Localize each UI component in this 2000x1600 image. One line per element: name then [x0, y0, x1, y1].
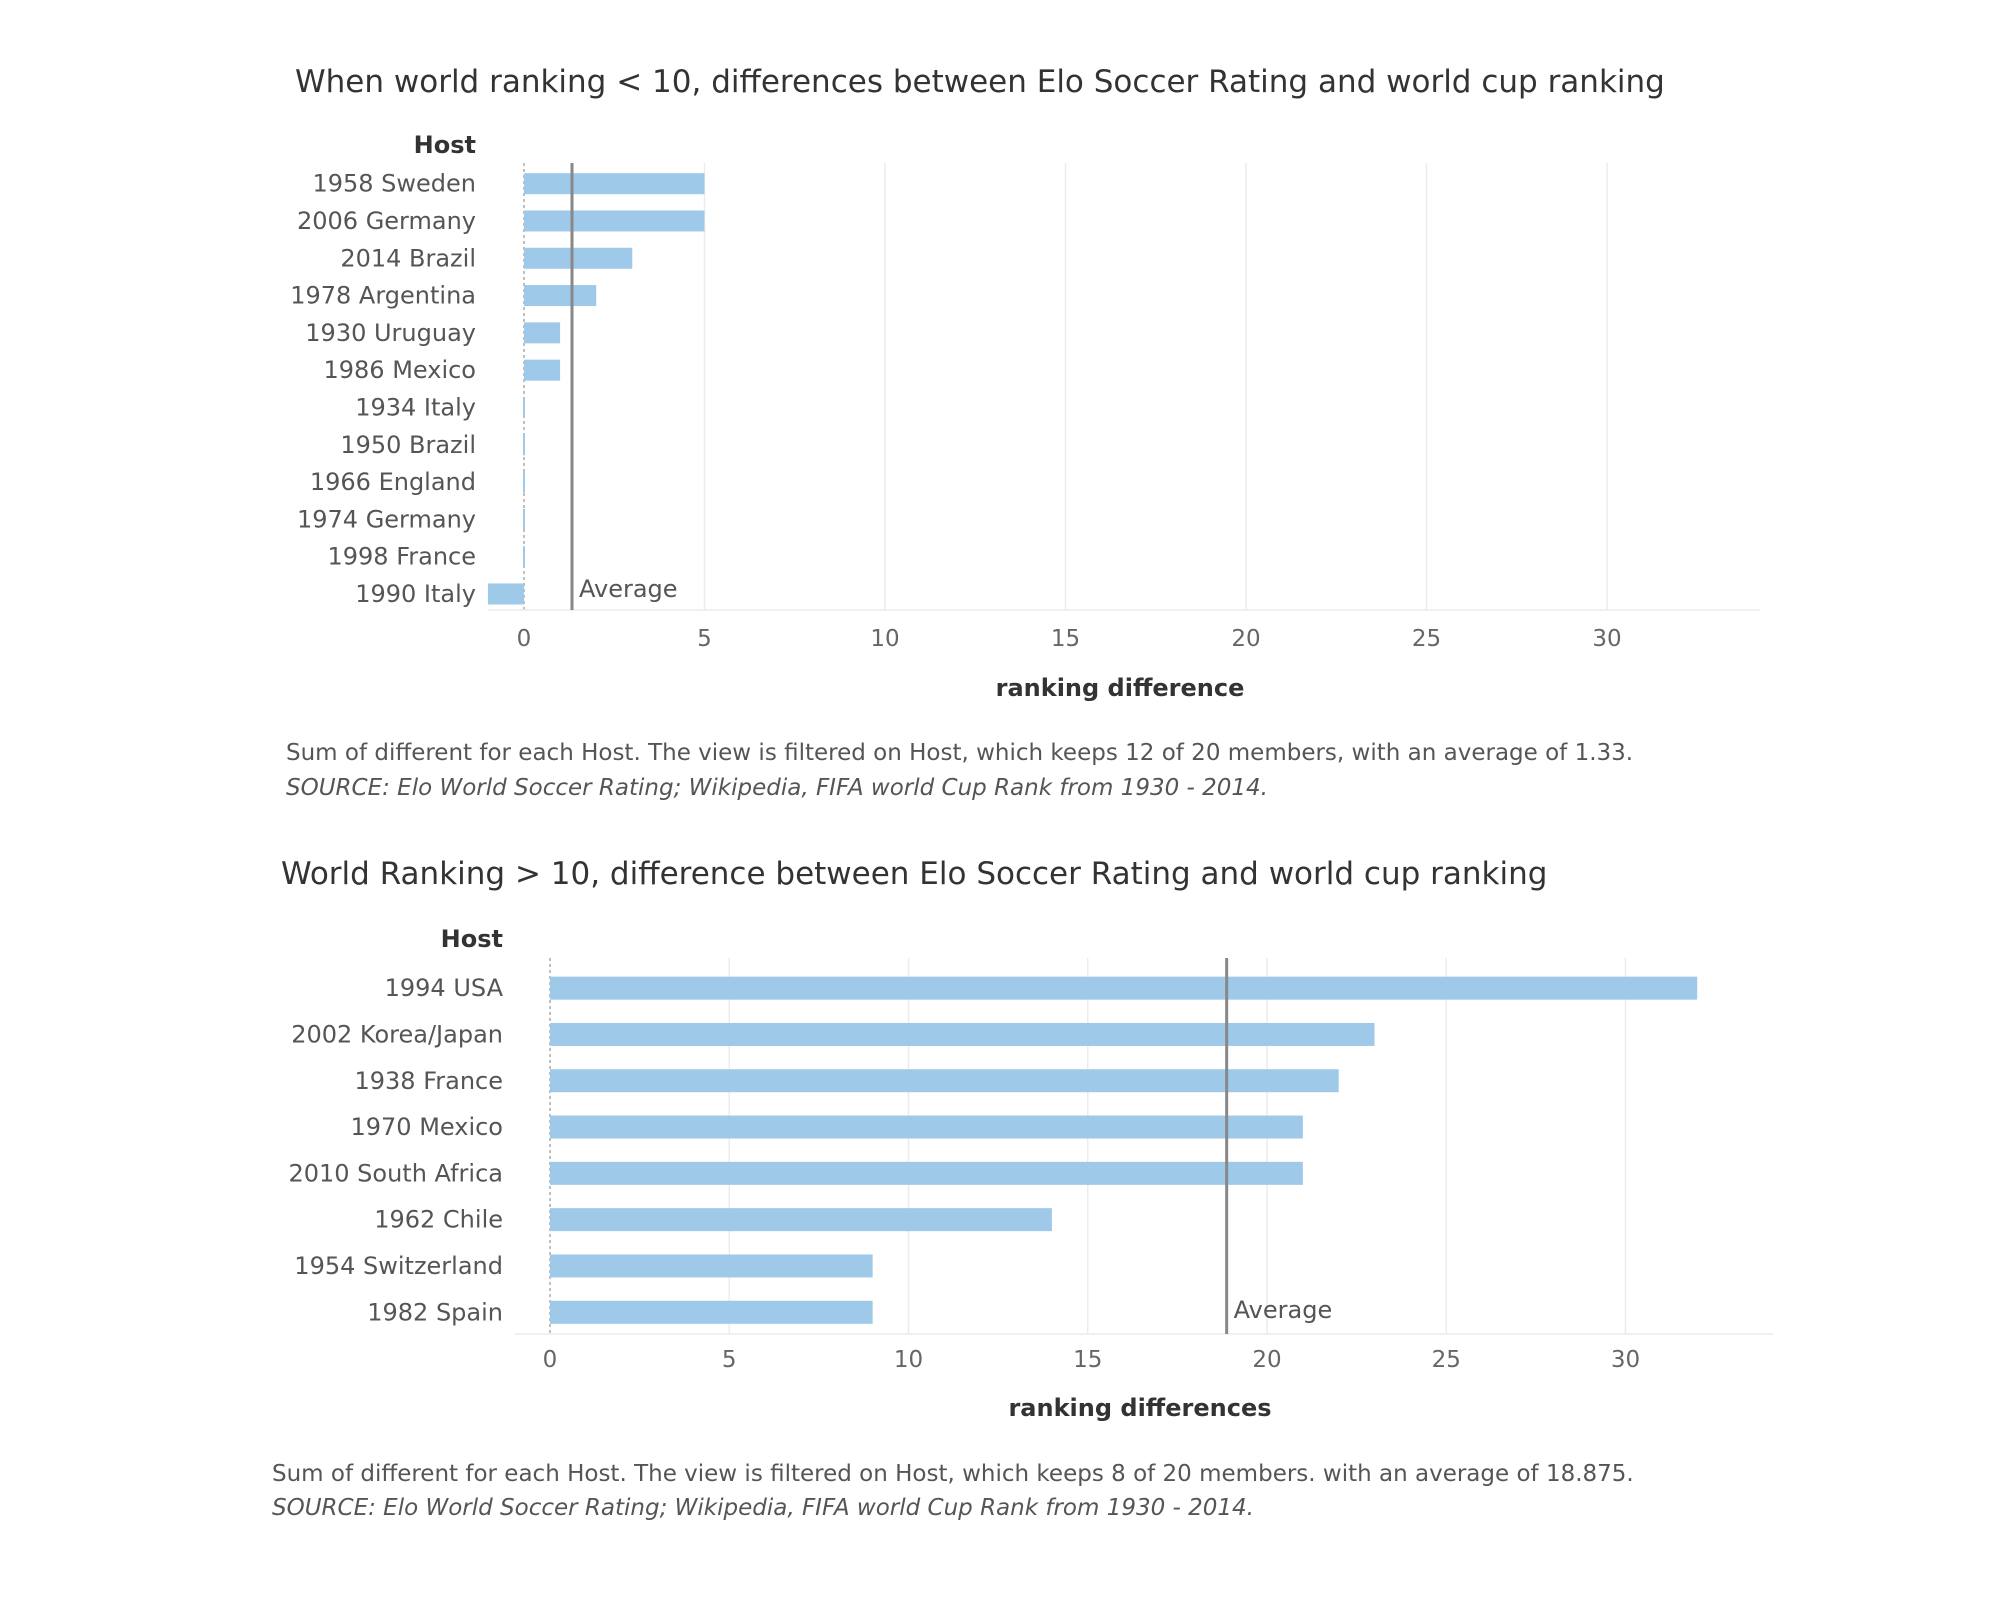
chart-bottom-title: World Ranking > 10, difference between E…	[281, 856, 1547, 892]
bar	[524, 322, 561, 344]
x-tick-label: 5	[697, 626, 712, 652]
bar	[524, 285, 597, 307]
chart-top-x-ticks: 0 5 10 15 20 25 30	[517, 626, 1622, 652]
row-label: 1970 Mexico	[350, 1113, 503, 1141]
x-tick-label: 10	[894, 1347, 923, 1373]
chart-top-title: When world ranking < 10, differences bet…	[295, 64, 1665, 100]
row-label: 1978 Argentina	[290, 282, 476, 310]
row-label: 1950 Brazil	[340, 431, 476, 459]
x-tick-label: 15	[1051, 626, 1080, 652]
chart-bottom-row-labels: 1994 USA 2002 Korea/Japan 1938 France 1970 …	[288, 974, 503, 1326]
row-label: 2002 Korea/Japan	[291, 1020, 503, 1048]
average-label: Average	[579, 575, 678, 603]
chart-top-gridlines	[488, 163, 1760, 611]
bar	[523, 471, 525, 493]
row-label: 1954 Switzerland	[294, 1252, 503, 1280]
x-tick-label: 0	[517, 626, 532, 652]
row-label: 1966 England	[310, 468, 476, 496]
x-tick-label: 5	[722, 1347, 737, 1373]
bar	[524, 247, 633, 269]
chart-top-source: SOURCE: Elo World Soccer Rating; Wikiped…	[286, 775, 1268, 801]
chart-top-row-header: Host	[414, 131, 476, 159]
row-label: 1994 USA	[385, 974, 504, 1002]
x-tick-label: 20	[1252, 1347, 1281, 1373]
bar	[523, 434, 525, 456]
row-label: 2014 Brazil	[340, 244, 476, 272]
row-label: 1990 Italy	[355, 580, 476, 608]
chart-top-reference-line: Average	[570, 163, 678, 610]
bar	[524, 359, 561, 381]
row-label: 2006 Germany	[297, 207, 476, 235]
bar	[550, 1208, 1052, 1232]
row-label: 1934 Italy	[355, 393, 476, 421]
x-tick-label: 20	[1231, 626, 1260, 652]
chart-bottom-bars	[550, 976, 1698, 1324]
row-label: 1974 Germany	[297, 505, 476, 533]
chart-top: When world ranking < 10, differences bet…	[286, 64, 1760, 801]
chart-bottom-caption: Sum of different for each Host. The view…	[272, 1461, 1634, 1487]
chart-top-x-axis-title: ranking difference	[996, 674, 1245, 702]
bar	[524, 210, 705, 232]
row-label: 1986 Mexico	[323, 356, 476, 384]
chart-bottom-x-axis-title: ranking differences	[1008, 1394, 1271, 1422]
x-tick-label: 25	[1432, 1347, 1461, 1373]
bar	[550, 1161, 1303, 1185]
chart-top-bars	[487, 173, 705, 605]
row-label: 1998 France	[327, 543, 476, 571]
chart-bottom-row-header: Host	[441, 925, 503, 953]
chart-bottom-source: SOURCE: Elo World Soccer Rating; Wikiped…	[272, 1495, 1254, 1521]
chart-bottom-x-ticks: 0 5 10 15 20 25 30	[543, 1347, 1640, 1373]
row-label: 1930 Uruguay	[305, 319, 476, 347]
bar	[487, 583, 524, 605]
row-label: 1958 Sweden	[312, 170, 476, 198]
chart-bottom: World Ranking > 10, difference between E…	[272, 856, 1773, 1521]
bar	[550, 1022, 1375, 1046]
bar	[550, 1300, 873, 1324]
chart-top-row-labels: 1958 Sweden 2006 Germany 2014 Brazil 1978 A…	[290, 170, 476, 608]
x-tick-label: 10	[870, 626, 899, 652]
chart-bottom-gridlines	[515, 958, 1773, 1335]
bar	[550, 1254, 873, 1278]
bar	[550, 1069, 1339, 1093]
row-label: 1938 France	[354, 1067, 503, 1095]
x-tick-label: 30	[1611, 1347, 1640, 1373]
x-tick-label: 30	[1592, 626, 1621, 652]
chart-bottom-reference-line: Average	[1225, 958, 1333, 1334]
bar	[523, 396, 525, 418]
bar	[550, 976, 1698, 1000]
bar	[550, 1115, 1303, 1139]
x-tick-label: 15	[1073, 1347, 1102, 1373]
row-label: 2010 South Africa	[288, 1159, 503, 1187]
x-tick-label: 25	[1412, 626, 1441, 652]
row-label: 1962 Chile	[374, 1206, 503, 1234]
bar	[523, 546, 525, 568]
chart-top-caption: Sum of different for each Host. The view…	[286, 740, 1633, 766]
bar	[524, 173, 705, 195]
row-label: 1982 Spain	[367, 1298, 503, 1326]
x-tick-label: 0	[543, 1347, 558, 1373]
average-label: Average	[1234, 1296, 1333, 1324]
bar	[523, 508, 525, 530]
